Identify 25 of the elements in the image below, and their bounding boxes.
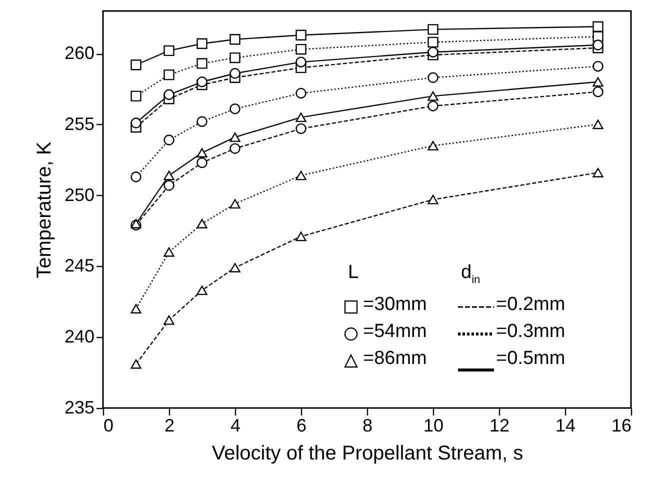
x-tick-label: 8	[362, 416, 373, 436]
annotation: d$_{in}$	[461, 262, 480, 286]
y-tick-label: 240	[64, 326, 94, 347]
annotation: =0.3mm	[496, 321, 566, 343]
y-tick-label: 245	[64, 256, 94, 276]
y-tick-label: 235	[64, 398, 94, 418]
x-tick-label: 2	[164, 416, 175, 436]
y-tick-label: 255	[64, 114, 94, 134]
annotation: =86mm	[363, 348, 427, 370]
x-tick-label: 6	[296, 416, 307, 436]
x-tick-label: 0	[104, 416, 114, 436]
x-axis-title: Velocity of the Propellant Stream, s	[212, 442, 524, 464]
annotation: =30mm	[363, 294, 427, 316]
annotation: =0.2mm	[496, 294, 566, 316]
x-tick-label: 14	[555, 416, 576, 436]
annotation: L	[348, 262, 359, 284]
x-tick-label: 10	[423, 416, 444, 436]
x-tick-label: 4	[230, 416, 241, 436]
x-tick-label: 16	[611, 416, 632, 436]
x-tick-label: 12	[489, 416, 510, 436]
y-tick-label: 260	[64, 43, 94, 64]
annotation: =54mm	[363, 321, 427, 343]
annotation: =0.5mm	[496, 348, 566, 370]
y-tick-label: 250	[64, 184, 94, 205]
y-axis-title: Temperature, K	[33, 140, 56, 278]
